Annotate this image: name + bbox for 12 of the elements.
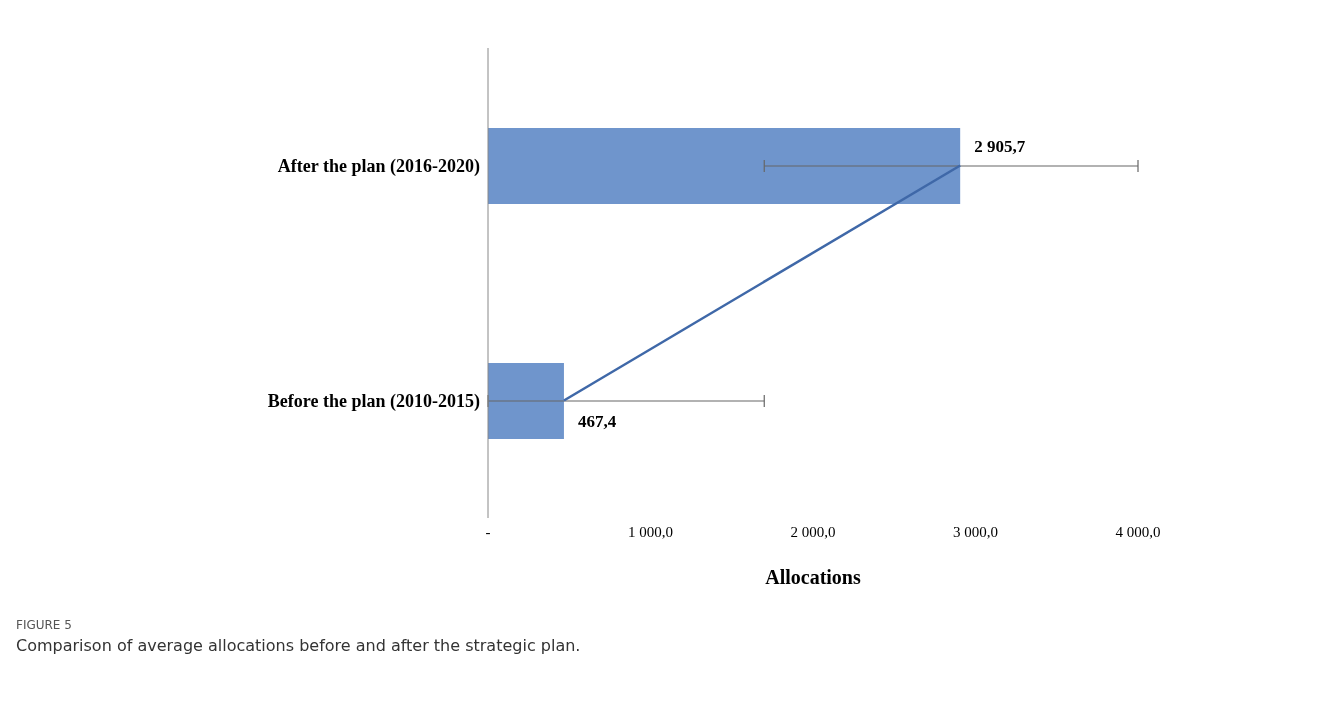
x-tick-label: 3 000,0 xyxy=(953,523,998,540)
caption: FIGURE 5 xyxy=(16,618,73,632)
x-tick-label: 1 000,0 xyxy=(628,523,673,540)
x-axis-title: Allocations xyxy=(765,566,861,588)
y-tick-label: After the plan (2016-2020) xyxy=(277,155,480,177)
x-tick-label: 2 000,0 xyxy=(790,523,836,540)
y-tick-label: Before the plan (2010-2015) xyxy=(267,390,480,412)
data-label: 2 905,7 xyxy=(974,137,1026,156)
text: Comparison of average allocations before and after the strategic plan. xyxy=(16,636,582,655)
x-tick-label: - xyxy=(485,523,491,540)
data-label: 467,4 xyxy=(577,412,617,431)
x-tick-label: 4 000,0 xyxy=(1115,523,1161,540)
